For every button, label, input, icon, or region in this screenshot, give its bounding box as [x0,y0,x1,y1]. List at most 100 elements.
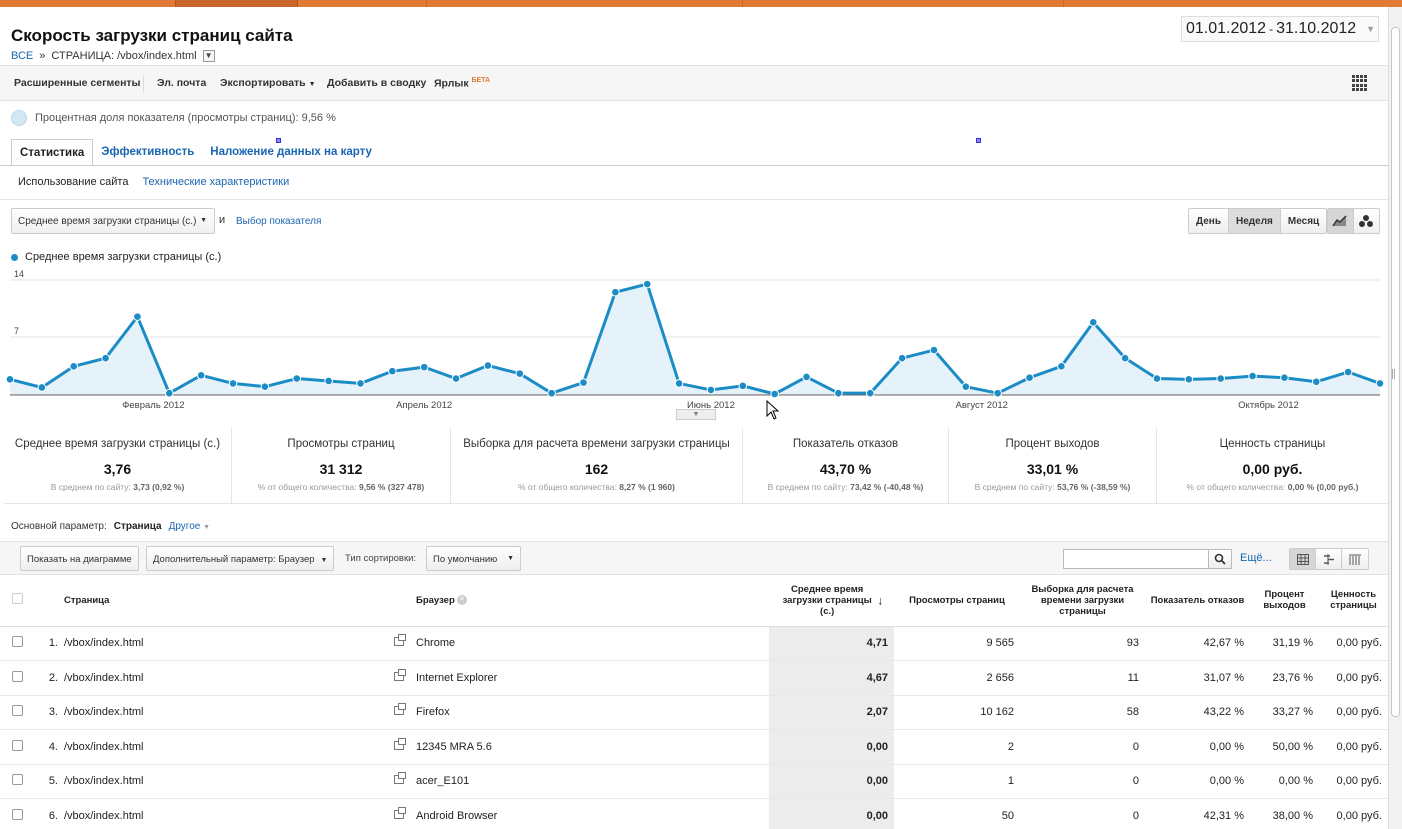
period-month-button[interactable]: Месяц [1280,209,1327,233]
subtab-site-usage[interactable]: Использование сайта [18,176,129,188]
data-point [897,353,907,363]
tab-performance[interactable]: Эффективность [101,146,195,158]
table-row[interactable]: 1./vbox/index.html Chrome 4,71 9 565 93 42,67… [0,626,1388,661]
table-search-input[interactable] [1063,549,1209,569]
pie-chart-icon [11,110,27,126]
row-pageviews: 2 [894,729,1020,765]
table-row[interactable]: 6./vbox/index.html Android Browser 0,00 50 0… [0,798,1388,829]
scorecard-title: Выборка для расчета времени загрузки стр… [463,438,730,450]
advanced-segments-button[interactable]: Расширенные сегменты [14,77,141,89]
collapse-chart-button[interactable]: ▼ [676,409,716,420]
table-row[interactable]: 3./vbox/index.html Firefox 2,07 10 162 58 43,… [0,695,1388,730]
row-checkbox[interactable] [0,660,34,696]
col-header-sample[interactable]: Выборка для расчета времени загрузки стр… [1020,575,1145,627]
tab-map-overlay[interactable]: Наложение данных на карту [210,146,372,158]
apps-grid-icon[interactable] [1352,75,1368,91]
date-range-picker[interactable]: 01.01.2012 - 31.10.2012 ▼ [1181,16,1379,42]
shortcut-button[interactable]: Ярлык БЕТА [434,77,490,90]
external-link-icon[interactable] [394,798,416,829]
comparison-view-icon[interactable] [1316,549,1342,569]
data-point [515,369,525,378]
data-point [579,378,588,387]
scrollbar-thumb[interactable] [1391,27,1400,717]
row-checkbox[interactable] [0,626,34,661]
row-page-link[interactable]: /vbox/index.html [58,626,394,661]
performance-view-icon[interactable] [1342,549,1368,569]
chevron-down-icon: ▼ [200,217,207,224]
row-page-link[interactable]: /vbox/index.html [58,695,394,730]
metric-select[interactable]: Среднее время загрузки страницы (с.) ▼ [11,208,215,234]
scorecard-bounce-rate[interactable]: Показатель отказов 43,70 % В среднем по … [743,428,949,504]
row-checkbox[interactable] [0,729,34,765]
row-checkbox[interactable] [0,798,34,829]
scorecard-pageviews[interactable]: Просмотры страниц 31 312 % от общего кол… [232,428,451,504]
table-row[interactable]: 5./vbox/index.html acer_E101 0,00 1 0 0,00 % 0… [0,764,1388,799]
col-header-pageviews[interactable]: Просмотры страниц [894,575,1020,627]
top-nav-divider [742,0,743,7]
data-point [260,382,270,391]
external-link-icon[interactable] [394,660,416,696]
col-header-load-time[interactable]: Среднее время загрузки страницы (с.) ↓ [769,575,894,627]
remove-dimension-icon[interactable]: ✕ [456,595,467,606]
over-time-chart: 14 7 Февраль 2012 Апрель 2012 Июнь 2012 Авгус… [5,270,1385,411]
row-page-link[interactable]: /vbox/index.html [58,660,394,696]
row-page-link[interactable]: /vbox/index.html [58,729,394,765]
add-to-dashboard-button[interactable]: Добавить в сводку [327,77,427,89]
breadcrumb-all-link[interactable]: ВСЕ [11,50,34,62]
scorecard-page-value[interactable]: Ценность страницы 0,00 руб. % от общего … [1157,428,1388,504]
data-point [802,372,811,382]
search-icon[interactable] [1208,549,1232,569]
primary-dimension-other[interactable]: Другое ▼ [168,521,211,532]
tab-statistics[interactable]: Статистика [11,139,94,166]
scorecard-sub: В среднем по сайту: 53,76 % (-38,59 %) [974,482,1131,492]
line-chart-icon[interactable] [1328,209,1354,233]
external-link-icon[interactable] [394,729,416,765]
chart-legend: Среднее время загрузки страницы (с.) [11,251,221,263]
row-page-link[interactable]: /vbox/index.html [58,798,394,829]
chevron-down-icon: ▼ [308,81,316,88]
data-point [451,374,461,383]
metric-select-value: Среднее время загрузки страницы (с.) [18,216,197,227]
row-load-time: 4,71 [769,626,894,661]
chevron-down-icon[interactable]: ▼ [202,50,215,62]
table-row[interactable]: 4./vbox/index.html 12345 MRA 5.6 0,00 2 0 0,0… [0,729,1388,765]
row-checkbox[interactable] [0,764,34,799]
scorecard-exit-rate[interactable]: Процент выходов 33,01 % В среднем по сай… [949,428,1157,504]
row-page-link[interactable]: /vbox/index.html [58,764,394,799]
row-exit-rate: 38,00 % [1250,798,1319,829]
subtab-technical[interactable]: Технические характеристики [142,176,290,188]
plot-rows-button[interactable]: Показать на диаграмме [20,546,139,571]
x-tick-label: Февраль 2012 [122,400,184,411]
scorecard-load-time[interactable]: Среднее время загрузки страницы (с.) 3,7… [4,428,232,504]
subtabs-divider [0,199,1388,200]
col-header-page[interactable]: Страница [58,575,394,627]
row-checkbox[interactable] [0,695,34,730]
more-options-link[interactable]: Ещё... [1240,552,1272,564]
select-all-checkbox[interactable] [0,575,34,627]
external-link-icon[interactable] [394,764,416,799]
sort-type-select[interactable]: По умолчанию ▼ [426,546,521,571]
export-button[interactable]: Экспортировать ▼ [220,77,316,89]
period-day-button[interactable]: День [1189,209,1229,233]
motion-chart-icon[interactable] [1353,209,1379,233]
row-number: 4. [34,729,58,765]
col-header-browser[interactable]: Браузер ✕ [416,575,769,627]
col-header-bounce-rate[interactable]: Показатель отказов [1145,575,1250,627]
choose-metric-link[interactable]: Выбор показателя [236,216,322,227]
row-pageviews: 1 [894,764,1020,799]
scorecard-sub: В среднем по сайту: 3,73 (0,92 %) [50,482,185,492]
scorecard-sample[interactable]: Выборка для расчета времени загрузки стр… [451,428,743,504]
secondary-dimension-select[interactable]: Дополнительный параметр: Браузер ▼ [146,546,335,571]
primary-dimension-current[interactable]: Страница [113,521,162,532]
col-header-page-value[interactable]: Ценность страницы [1319,575,1388,627]
table-view-icon[interactable] [1290,549,1316,569]
data-point [165,388,174,398]
external-link-icon[interactable] [394,626,416,661]
email-button[interactable]: Эл. почта [157,77,207,89]
top-nav-active-tab[interactable] [175,0,298,7]
external-link-icon[interactable] [394,695,416,730]
table-row[interactable]: 2./vbox/index.html Internet Explorer 4,67 2… [0,660,1388,696]
vertical-scrollbar[interactable] [1388,7,1402,829]
col-header-exit-rate[interactable]: Процент выходов [1250,575,1319,627]
period-week-button[interactable]: Неделя [1229,209,1281,233]
